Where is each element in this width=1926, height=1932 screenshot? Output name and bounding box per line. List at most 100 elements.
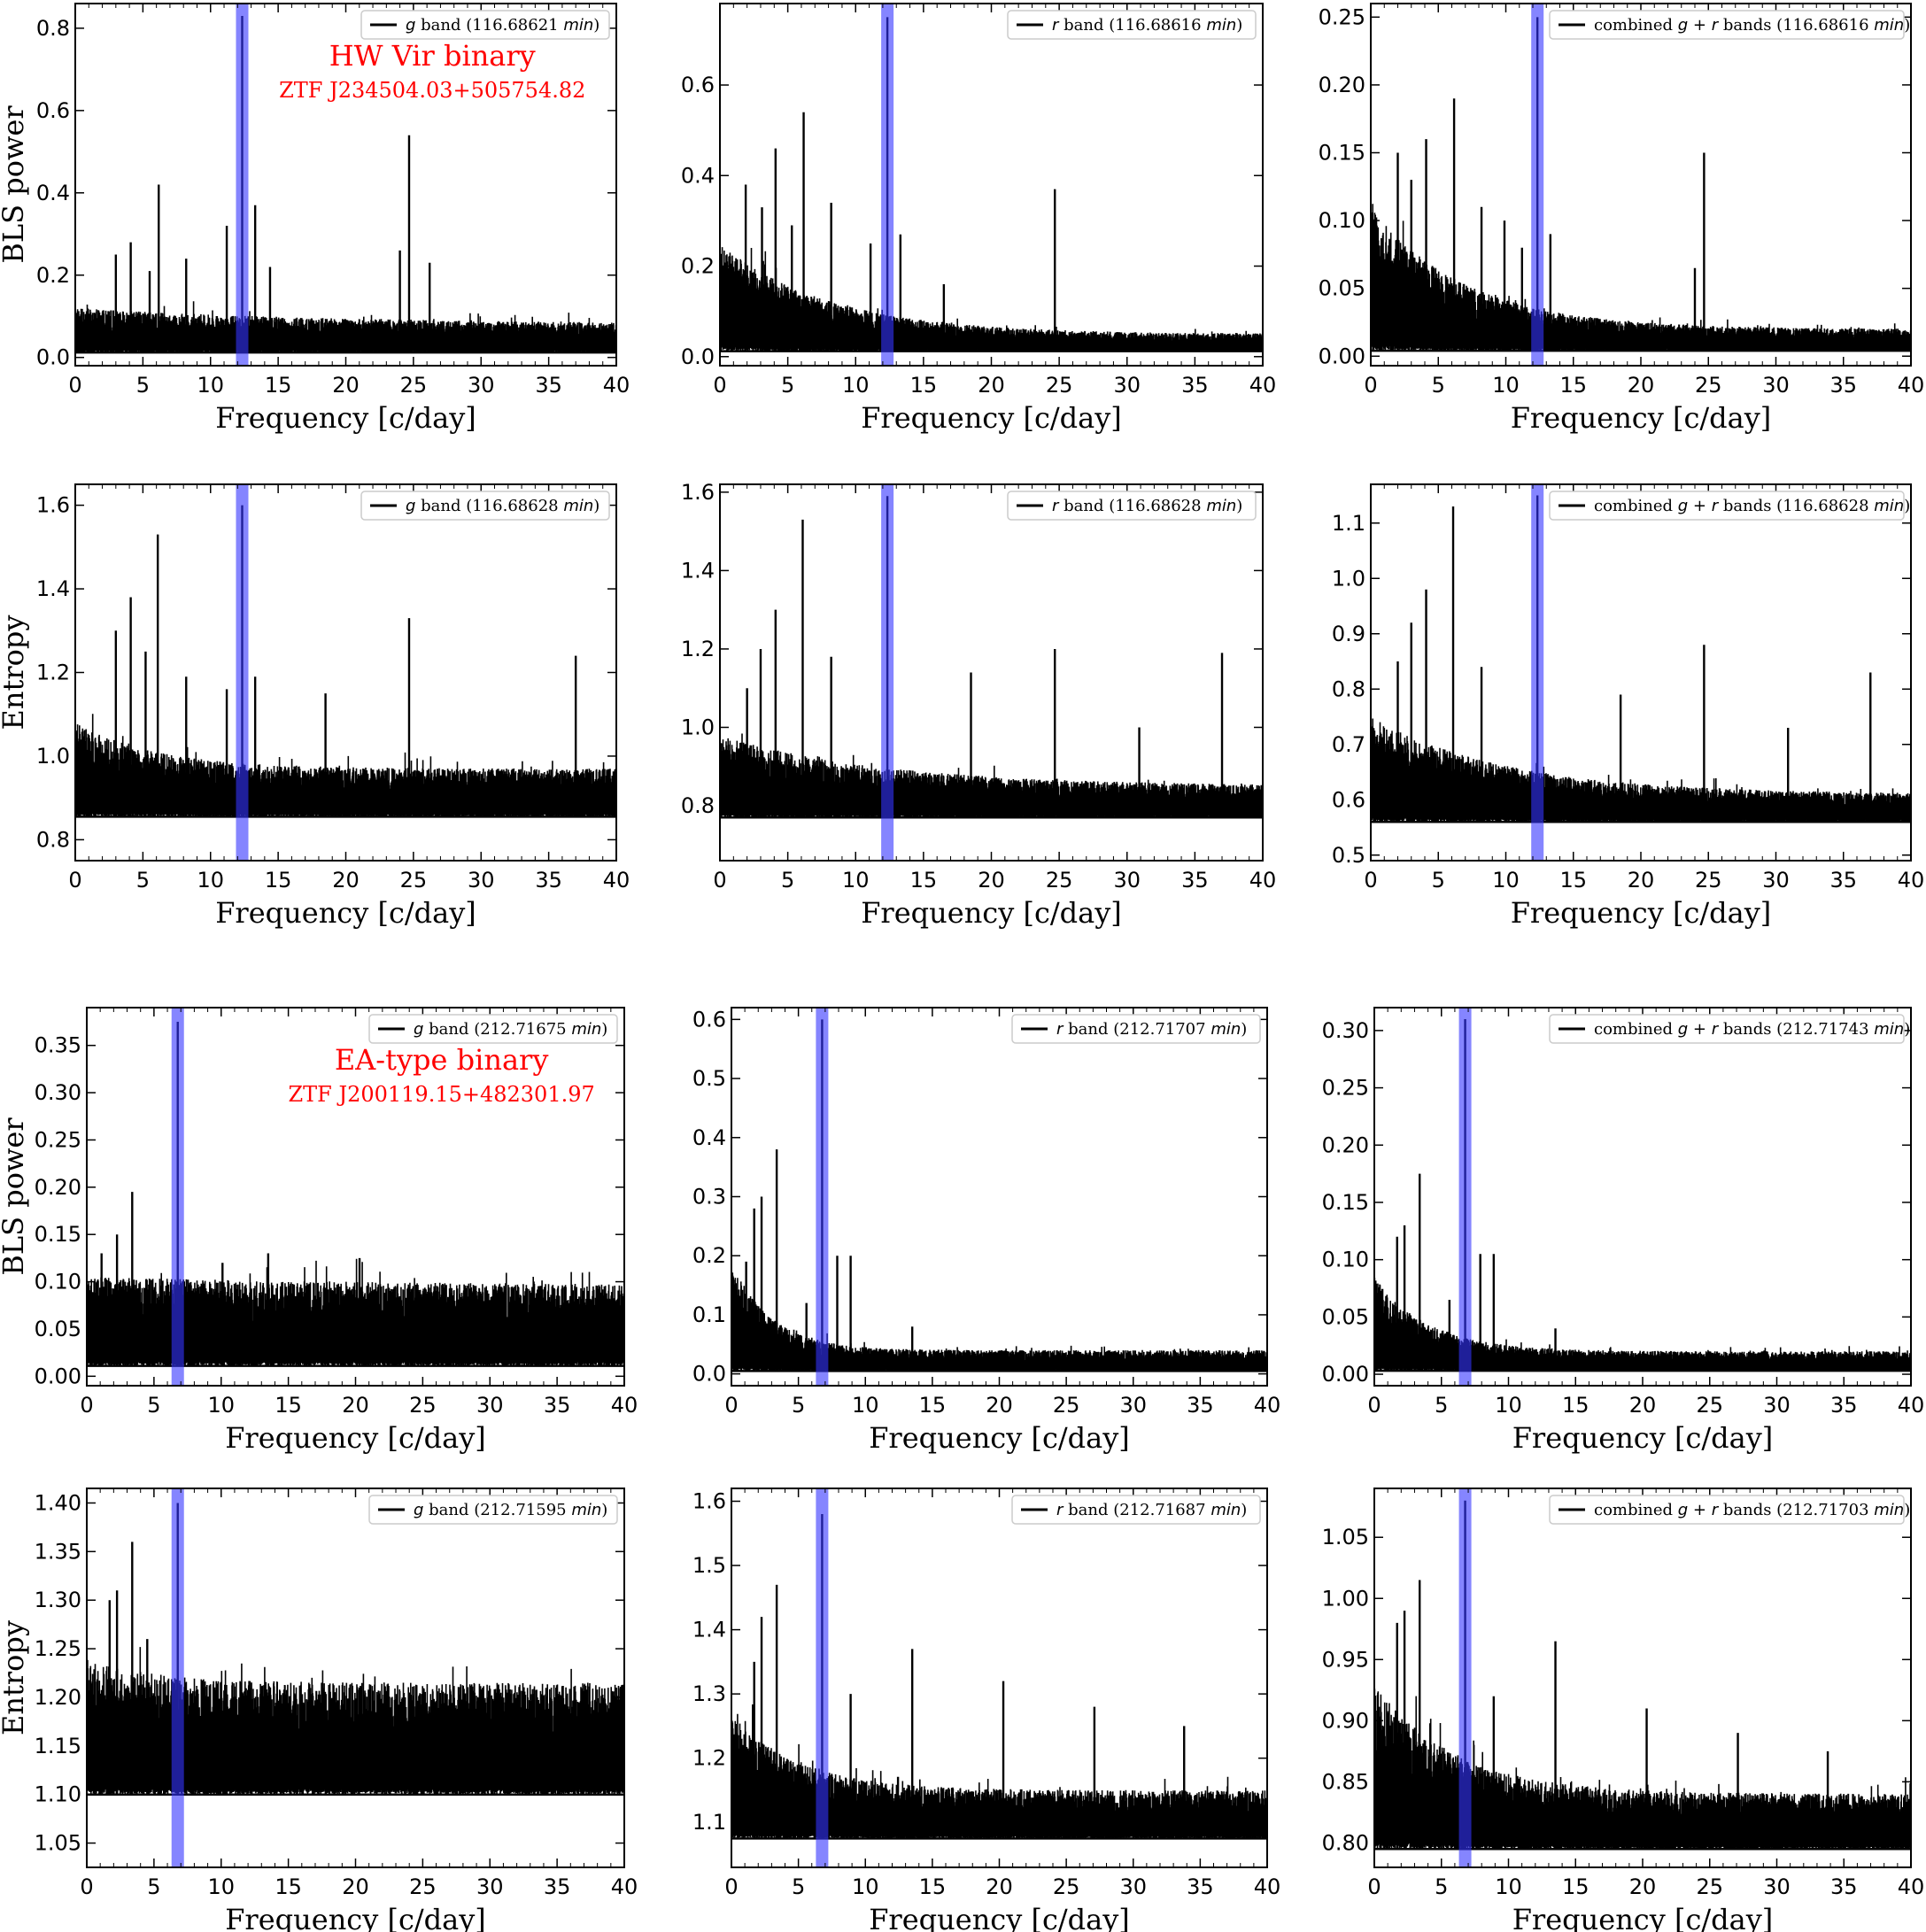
- plot-area: [1371, 484, 1911, 861]
- x-axis-label: Frequency [c/day]: [1511, 896, 1772, 930]
- legend-text-part: ): [1904, 1501, 1910, 1519]
- legend-text-part: g + r: [1678, 1501, 1720, 1519]
- binary-type-annotation: HW Vir binary: [329, 39, 536, 73]
- y-tick-label: 0.90: [1322, 1708, 1369, 1733]
- y-tick-label: 0.25: [1319, 4, 1365, 29]
- x-tick-label: 15: [919, 1874, 947, 1899]
- y-tick-label: 1.5: [692, 1553, 726, 1578]
- x-tick-label: 0: [713, 373, 726, 398]
- x-tick-label: 30: [1113, 373, 1141, 398]
- period-highlight-band: [881, 484, 894, 861]
- noise-forest: [1371, 204, 1911, 352]
- plot-area: [75, 4, 616, 366]
- x-axis-label: Frequency [c/day]: [215, 896, 476, 930]
- legend: combined g + r bands (116.68616 min): [1549, 10, 1910, 40]
- y-tick-label: 0.9: [1332, 622, 1365, 646]
- x-tick-label: 0: [80, 1874, 93, 1899]
- y-tick-label: 0.2: [692, 1243, 726, 1268]
- y-tick-label: 1.0: [36, 744, 70, 769]
- legend-text-part: r: [1052, 16, 1060, 35]
- noise-forest: [731, 1269, 1267, 1372]
- y-tick-label: 0.95: [1322, 1647, 1369, 1672]
- x-axis-label: Frequency [c/day]: [1511, 401, 1772, 435]
- legend-entry: combined g + r bands (116.68616 min): [1594, 16, 1910, 35]
- legend: combined g + r bands (116.68628 min): [1549, 491, 1910, 521]
- legend-entry: g band (212.71595 min): [414, 1501, 607, 1519]
- legend-box: [1549, 491, 1905, 521]
- y-tick-label: 0.0: [681, 344, 715, 369]
- chart-panel-10: 0 5 10 15 20 25 30 35 40 1.05 1.10 1.15 1.20 1.25 1.30…: [0, 1488, 638, 1932]
- y-tick-label: 0.2: [681, 254, 715, 279]
- x-tick-label: 40: [1898, 1393, 1925, 1418]
- x-tick-label: 35: [535, 868, 562, 893]
- x-tick-label: 5: [1435, 1393, 1448, 1418]
- legend-text-part: g + r: [1678, 1020, 1720, 1039]
- period-highlight-band: [1458, 1488, 1472, 1867]
- legend: combined g + r bands (212.71703 min): [1549, 1495, 1910, 1525]
- x-tick-label: 25: [1046, 868, 1073, 893]
- plot-area: [87, 1008, 624, 1386]
- legend-text-part: combined: [1594, 1501, 1678, 1519]
- legend-text-part: min: [1211, 1501, 1241, 1519]
- x-tick-label: 30: [1762, 373, 1790, 398]
- x-tick-label: 15: [1559, 373, 1587, 398]
- y-tick-label: 1.25: [35, 1636, 81, 1661]
- legend-box: [1007, 491, 1257, 521]
- y-tick-label: 0.0: [692, 1362, 726, 1387]
- x-tick-label: 20: [978, 373, 1005, 398]
- plot-area: [1374, 1008, 1911, 1386]
- y-tick-label: 0.8: [1332, 676, 1365, 701]
- legend-text-part: min: [571, 1020, 601, 1039]
- x-tick-label: 40: [603, 868, 630, 893]
- x-tick-label: 15: [1559, 868, 1587, 893]
- x-tick-label: 40: [611, 1874, 638, 1899]
- chart-panel-3: 0 5 10 15 20 25 30 35 40 0.00 0.05 0.10 0.15 0.20 0.25…: [1319, 3, 1924, 435]
- y-tick-label: 1.00: [1322, 1586, 1369, 1611]
- x-tick-label: 15: [919, 1393, 947, 1418]
- legend-text-part: g + r: [1678, 16, 1720, 35]
- y-tick-label: 0.00: [1322, 1362, 1369, 1387]
- y-tick-label: 0.4: [36, 181, 70, 205]
- y-tick-label: 1.0: [1332, 566, 1365, 591]
- legend-text-part: ): [1904, 16, 1910, 35]
- noise-forest: [75, 714, 616, 817]
- x-tick-label: 5: [792, 1393, 805, 1418]
- legend-text-part: combined: [1594, 1020, 1678, 1039]
- legend-text-part: ): [593, 16, 599, 35]
- legend-box: [368, 1014, 618, 1044]
- legend-entry: r band (212.71707 min): [1056, 1020, 1247, 1039]
- legend-text-part: min: [1211, 1020, 1241, 1039]
- legend-box: [1549, 10, 1905, 40]
- x-tick-label: 10: [852, 1393, 879, 1418]
- x-tick-label: 25: [409, 1393, 437, 1418]
- plot-area: [1371, 4, 1911, 366]
- y-tick-label: 0.05: [35, 1317, 81, 1341]
- legend-text-part: band (212.71675: [423, 1020, 571, 1039]
- chart-panel-4: 0 5 10 15 20 25 30 35 40 0.8 1.0 1.2 1.4 1.6 Frequency…: [0, 483, 630, 930]
- legend-text-part: bands (212.71743: [1718, 1020, 1874, 1039]
- legend-text-part: ): [601, 1501, 607, 1519]
- y-tick-label: 0.25: [1322, 1076, 1369, 1101]
- x-tick-label: 20: [1628, 373, 1655, 398]
- legend-box: [360, 10, 610, 40]
- y-tick-label: 1.05: [1322, 1525, 1369, 1549]
- period-highlight-band: [881, 4, 894, 366]
- x-tick-label: 20: [342, 1874, 369, 1899]
- x-tick-label: 20: [1628, 868, 1655, 893]
- legend-text-part: ): [1904, 1020, 1910, 1039]
- chart-panel-9: 0 5 10 15 20 25 30 35 40 0.00 0.05 0.10 0.15 0.20 0.25…: [1322, 1007, 1925, 1455]
- x-tick-label: 20: [332, 373, 360, 398]
- x-tick-label: 40: [611, 1393, 638, 1418]
- y-tick-label: 1.1: [692, 1810, 726, 1835]
- x-tick-label: 0: [1367, 1874, 1381, 1899]
- y-tick-label: 0.30: [1322, 1018, 1369, 1043]
- plot-area: [720, 484, 1263, 861]
- legend-box: [1007, 10, 1257, 40]
- y-tick-label: 0.10: [1319, 208, 1365, 233]
- period-highlight-band: [171, 1488, 184, 1867]
- y-tick-label: 1.4: [681, 558, 715, 583]
- y-tick-label: 1.2: [681, 637, 715, 661]
- x-tick-label: 40: [1898, 868, 1925, 893]
- x-tick-label: 10: [207, 1874, 235, 1899]
- y-tick-label: 0.4: [681, 163, 715, 188]
